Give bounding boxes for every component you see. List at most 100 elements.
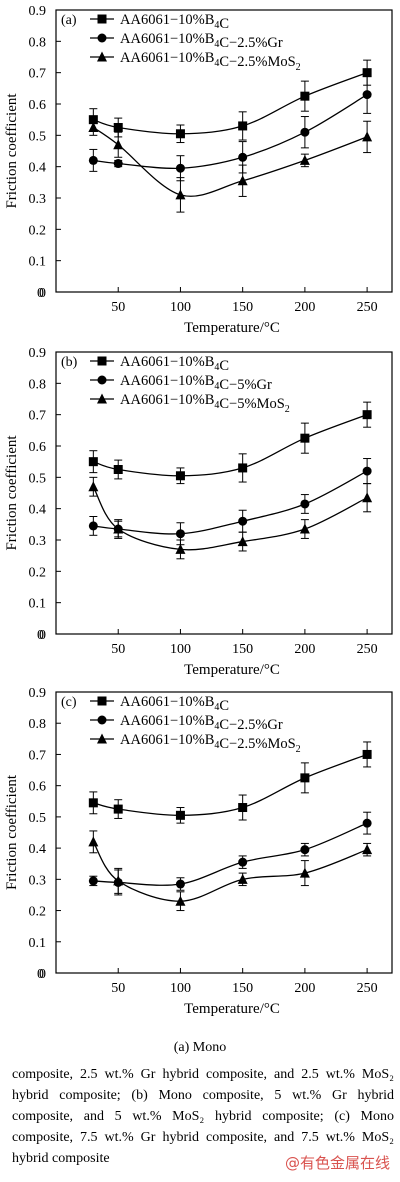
data-point — [299, 523, 310, 534]
data-point — [88, 836, 99, 847]
legend-entry: AA6061−10%B4C−2.5%MoS2 — [90, 50, 301, 73]
panel-label: (b) — [61, 355, 78, 370]
series-circle — [88, 75, 372, 182]
data-point — [175, 163, 185, 173]
y-tick-label: 0.4 — [29, 842, 47, 857]
data-point — [238, 803, 248, 813]
x-tick-label: 50 — [111, 300, 125, 315]
y-tick-label: 0.7 — [29, 67, 47, 82]
series-line — [93, 94, 368, 170]
data-point — [113, 139, 124, 150]
data-point — [237, 175, 248, 186]
series-triangle — [88, 830, 373, 912]
series-line — [92, 126, 368, 197]
data-point — [362, 844, 373, 855]
data-point — [175, 810, 185, 820]
legend-label: AA6061−10%B4C−5%Gr — [120, 373, 272, 393]
x-origin-label: 0 — [37, 628, 44, 643]
legend-label: AA6061−10%B4C−5%MoS2 — [120, 392, 290, 415]
x-tick-label: 250 — [357, 981, 378, 996]
y-tick-label: 0.8 — [29, 377, 47, 392]
legend-marker — [97, 14, 107, 24]
y-tick-label: 0.9 — [29, 346, 47, 361]
y-tick-label: 0.8 — [29, 717, 47, 732]
data-point — [237, 873, 248, 884]
legend-entry: AA6061−10%B4C — [90, 694, 229, 714]
legend-entry: AA6061−10%B4C−2.5%Gr — [90, 713, 283, 733]
legend-marker — [97, 51, 107, 62]
series-line — [93, 753, 368, 816]
series-square — [88, 741, 372, 824]
x-tick-label: 50 — [111, 642, 125, 657]
data-point — [300, 91, 310, 101]
y-tick-label: 0.9 — [29, 4, 47, 19]
data-point — [300, 499, 310, 509]
data-point — [113, 159, 123, 169]
data-point — [362, 492, 373, 503]
data-point — [238, 121, 248, 131]
data-point — [362, 68, 372, 78]
y-axis-label: Friction coefficient — [4, 93, 20, 209]
data-point — [362, 466, 372, 476]
y-tick-label: 0 — [39, 628, 46, 643]
x-axis-label: Temperature/°C — [184, 1001, 280, 1017]
data-point — [300, 845, 310, 855]
data-point — [238, 463, 248, 473]
data-point — [113, 123, 123, 132]
data-point — [175, 895, 186, 906]
data-point — [88, 457, 98, 467]
data-point — [88, 481, 99, 492]
legend-marker — [97, 696, 107, 706]
data-point — [88, 798, 98, 808]
data-point — [237, 536, 248, 547]
legend-entry: AA6061−10%B4C — [90, 354, 229, 374]
y-tick-label: 0.3 — [29, 534, 47, 549]
data-point — [299, 154, 310, 165]
legend-label: AA6061−10%B4C — [120, 354, 229, 374]
y-tick-label: 0.4 — [29, 503, 47, 518]
chart-figure: 0 0.1 0.2 0.3 0.4 0.5 0.6 0.7 0.8 0.9 0 50 100 150 200… — [4, 4, 393, 1017]
y-tick-label: 0.1 — [29, 255, 47, 270]
y-tick-label: 0.6 — [29, 98, 47, 113]
x-tick-label: 50 — [111, 981, 125, 996]
panel-label: (a) — [61, 13, 77, 28]
y-tick-label: 0.3 — [29, 873, 47, 888]
data-point — [113, 465, 123, 474]
data-point — [300, 127, 310, 137]
data-point — [175, 543, 186, 554]
y-tick-label: 0.2 — [29, 565, 47, 580]
y-tick-label: 0.5 — [29, 811, 47, 826]
data-point — [175, 129, 185, 139]
series-line — [93, 72, 368, 135]
y-axis-label: Friction coefficient — [4, 774, 20, 890]
data-point — [113, 804, 123, 814]
y-tick-label: 0.7 — [29, 748, 47, 763]
data-point — [300, 433, 310, 443]
y-tick-label: 0.5 — [29, 129, 47, 144]
data-point — [88, 122, 99, 132]
x-tick-label: 250 — [357, 300, 378, 315]
y-tick-label: 0.3 — [29, 192, 47, 207]
y-tick-label: 0.1 — [29, 936, 47, 951]
legend-entry: AA6061−10%B4C−2.5%MoS2 — [90, 732, 301, 755]
watermark: @有色金属在线 — [284, 1154, 390, 1172]
series-line — [93, 470, 368, 535]
x-tick-label: 200 — [294, 642, 315, 657]
legend-label: AA6061−10%B4C−2.5%Gr — [120, 31, 283, 51]
data-point — [238, 857, 248, 867]
data-point — [88, 876, 98, 886]
y-tick-label: 0.6 — [29, 440, 47, 455]
plot-frame — [55, 351, 393, 635]
panel-label: (c) — [61, 695, 77, 710]
data-point — [113, 875, 124, 886]
y-tick-label: 0.1 — [29, 597, 47, 612]
y-tick-label: 0.4 — [29, 161, 47, 176]
figure-subcaption: (a) Mono — [173, 1040, 227, 1055]
legend-entry: AA6061−10%B4C — [90, 12, 229, 32]
legend-entry: AA6061−10%B4C−2.5%Gr — [90, 31, 283, 51]
y-tick-label: 0.9 — [29, 686, 47, 701]
series-line — [92, 486, 368, 551]
legend-marker — [97, 375, 107, 385]
